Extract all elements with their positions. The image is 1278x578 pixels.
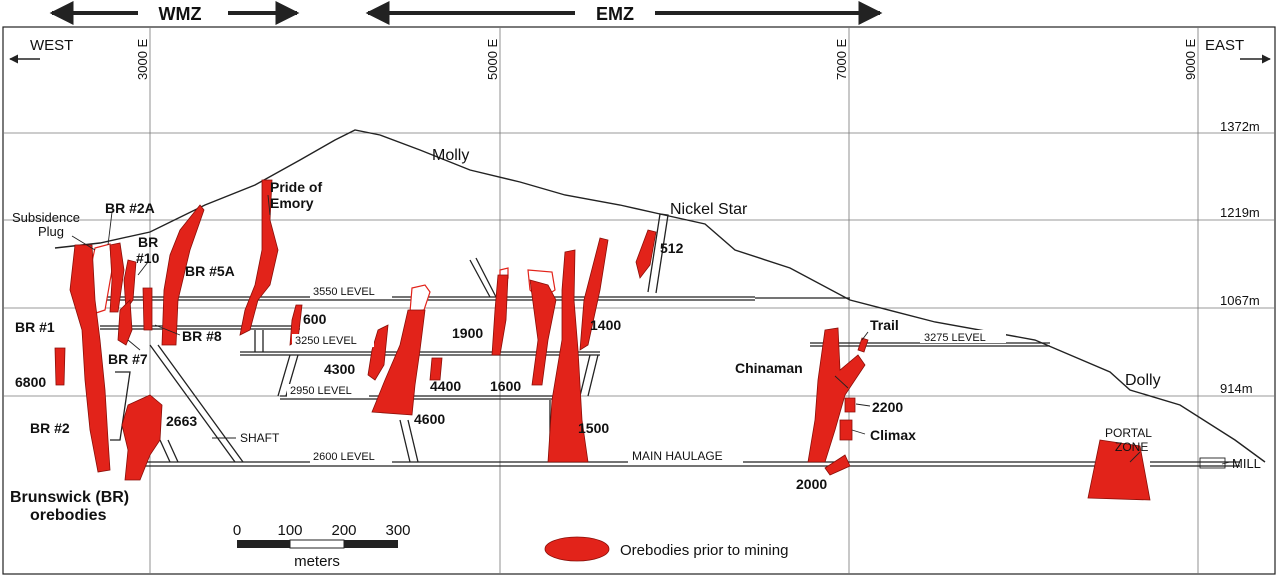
svg-text:Climax: Climax [870,427,916,443]
orebody-br2a [109,242,125,313]
orebody-1400 [579,237,609,351]
svg-text:6800: 6800 [15,374,46,390]
orebody-4300 [367,324,389,381]
orebody-br8 [142,287,153,331]
orebodies [54,179,1151,501]
legend-label: Orebodies prior to mining [620,542,788,559]
svg-text:BR: BR [138,234,158,250]
svg-text:2600 LEVEL: 2600 LEVEL [313,451,375,463]
brunswick-label-2: orebodies [30,507,107,524]
svg-text:1500: 1500 [578,420,609,436]
pride-of-emory-label-1: Pride of [270,179,322,195]
orebody-1500 [547,249,589,463]
svg-text:3275 LEVEL: 3275 LEVEL [924,332,986,344]
svg-text:3550 LEVEL: 3550 LEVEL [313,286,375,298]
orebody-chinaman [807,327,866,463]
orebody-pride-of-emory [239,179,279,336]
svg-text:2000: 2000 [796,476,827,492]
easting-3000: 3000 E [135,38,150,80]
topography-profile [54,129,1266,463]
orebody-portal-zone [1087,439,1151,501]
legend-swatch [544,536,610,562]
svg-text:Trail: Trail [870,317,899,333]
legend: Orebodies prior to mining [544,536,788,562]
orebody-trail [857,337,869,353]
leader-lines [71,194,1231,465]
nickel-star-label: Nickel Star [670,201,748,218]
svg-text:BR #8: BR #8 [182,328,222,344]
brunswick-label-1: Brunswick (BR) [10,489,129,506]
svg-text:1400: 1400 [590,317,621,333]
orebody-labels: BR #2A BR #10 BR #5A BR #1 BR #8 BR #7 6… [15,200,916,492]
orebody-1600 [529,279,557,386]
svg-text:BR #7: BR #7 [108,351,148,367]
svg-text:4600: 4600 [414,411,445,427]
svg-text:meters: meters [294,553,340,570]
west-label: WEST [30,37,73,54]
wmz-label: WMZ [159,4,202,24]
molly-label: Molly [432,147,469,164]
scale-bar: 0 100 200 300 meters [233,522,411,570]
subsidence-label-1: Subsidence [12,210,80,225]
orebody-2000 [824,454,851,476]
orebody-climax [839,419,853,441]
elevation-1067: 1067m [1220,293,1260,308]
svg-text:4300: 4300 [324,361,355,377]
elevation-914: 914m [1220,381,1253,396]
svg-text:0: 0 [233,522,241,539]
svg-text:PORTAL: PORTAL [1105,426,1152,440]
elevation-1372: 1372m [1220,119,1260,134]
emz-label: EMZ [596,4,634,24]
east-label: EAST [1205,37,1244,54]
easting-7000: 7000 E [834,38,849,80]
svg-text:200: 200 [331,522,356,539]
svg-text:1600: 1600 [490,378,521,394]
subsidence-label-2: Plug [38,224,64,239]
orebody-br7 [117,299,133,346]
easting-5000: 5000 E [485,38,500,80]
orebody-2200 [844,397,856,413]
svg-text:2950 LEVEL: 2950 LEVEL [290,385,352,397]
elevation-1219: 1219m [1220,205,1260,220]
easting-9000: 9000 E [1183,38,1198,80]
svg-text:MILL: MILL [1232,456,1261,471]
orebody-1900 [491,274,509,356]
orebody-4600 [371,309,426,416]
orebody-2663 [121,394,163,481]
diagram-frame [2,26,1276,575]
svg-text:BR #2A: BR #2A [105,200,155,216]
svg-text:Chinaman: Chinaman [735,360,803,376]
orebody-br5a [161,204,205,346]
svg-text:BR #2: BR #2 [30,420,70,436]
svg-text:4400: 4400 [430,378,461,394]
svg-text:SHAFT: SHAFT [240,431,280,445]
svg-text:2663: 2663 [166,413,197,429]
svg-text:512: 512 [660,240,684,256]
svg-text:2200: 2200 [872,399,903,415]
svg-text:MAIN HAULAGE: MAIN HAULAGE [632,449,723,463]
pride-of-emory-label-2: Emory [270,195,314,211]
orebody-4400 [429,357,443,381]
svg-text:1900: 1900 [452,325,483,341]
level-labels: 3550 LEVEL 3250 LEVEL 2950 LEVEL 2600 LE… [212,285,1261,471]
svg-text:100: 100 [277,522,302,539]
orebody-6800 [54,347,66,386]
dolly-label: Dolly [1125,372,1161,389]
svg-text:BR #5A: BR #5A [185,263,235,279]
svg-text:3250 LEVEL: 3250 LEVEL [295,335,357,347]
svg-text:BR #1: BR #1 [15,319,55,335]
subsidence-plug-3250 [409,284,431,313]
orebody-br2 [69,244,111,473]
svg-text:#10: #10 [136,250,160,266]
orebody-512 [635,229,657,279]
svg-text:300: 300 [385,522,410,539]
svg-text:ZONE: ZONE [1115,440,1148,454]
svg-text:600: 600 [303,311,327,327]
grid-lines [3,27,1275,574]
